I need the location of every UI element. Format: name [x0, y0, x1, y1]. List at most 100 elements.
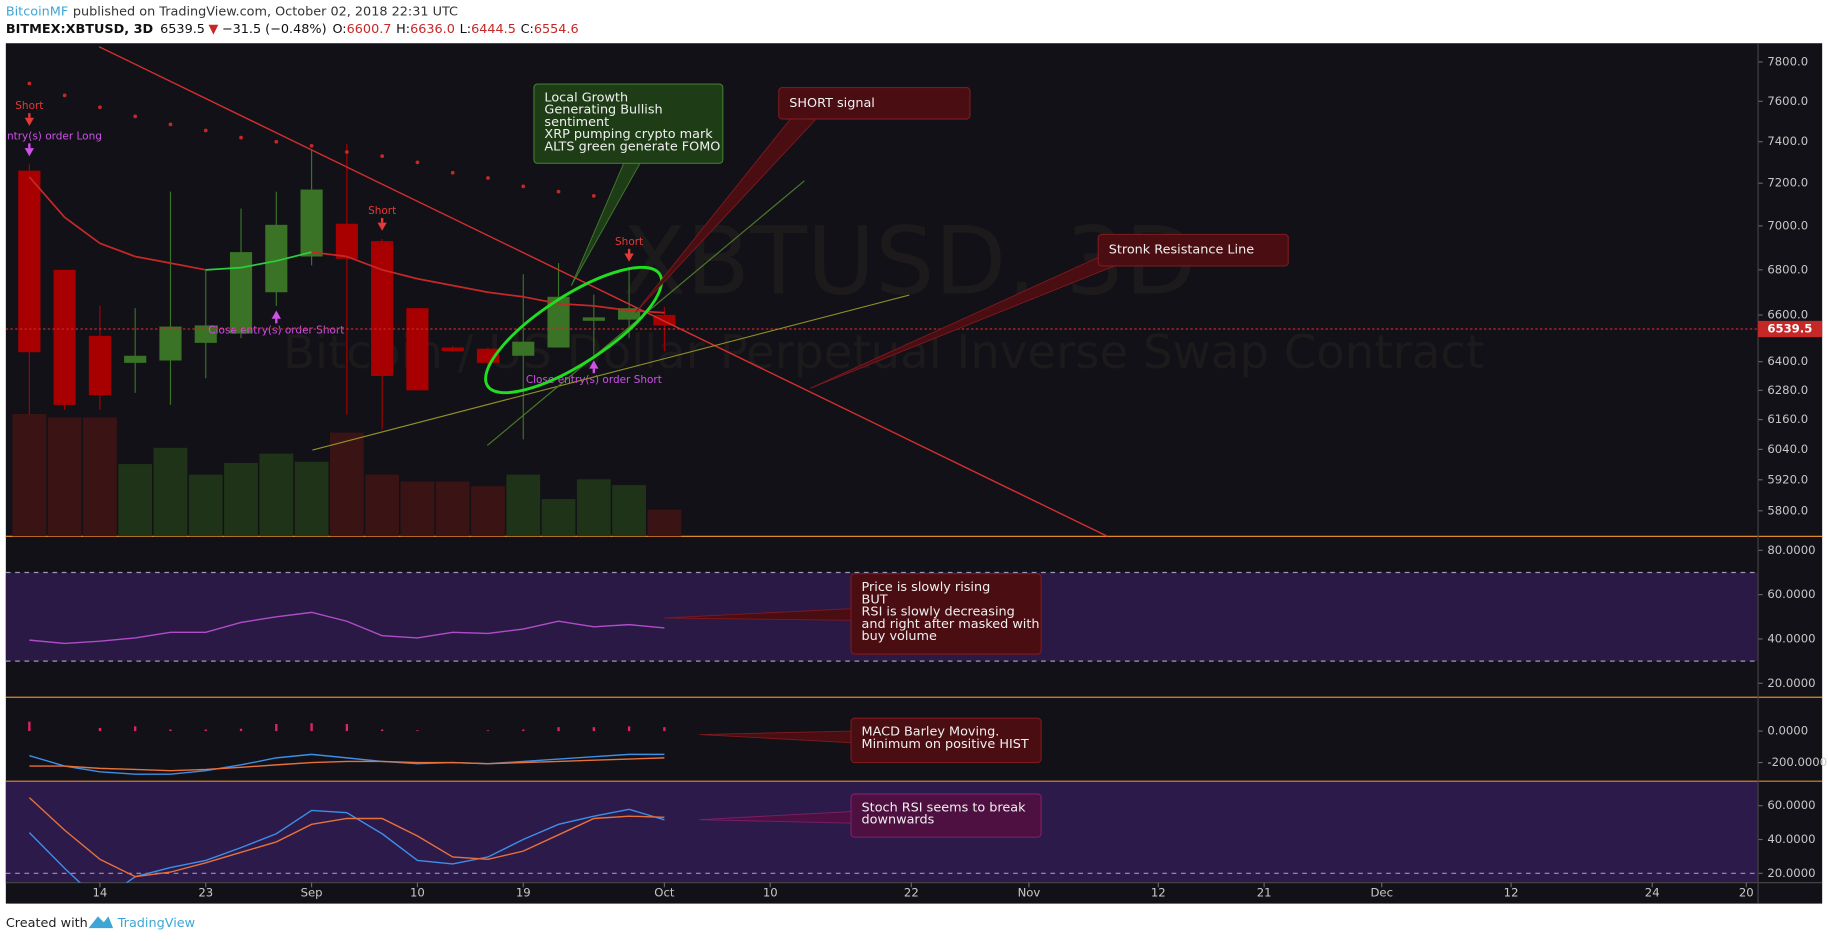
- volume-bar: [294, 461, 329, 537]
- moving-average-segment: [276, 251, 312, 262]
- y-tick-label: 40.0000: [1767, 832, 1815, 846]
- trend-line: [98, 46, 1108, 537]
- y-tick-label: 60.0000: [1767, 798, 1815, 812]
- candle-body: [618, 308, 641, 320]
- last-price-label: 6539.5: [1767, 322, 1812, 336]
- signal-arrow: [271, 310, 281, 319]
- indicator-pane: [28, 721, 666, 775]
- ohlc-value: 6636.0: [410, 22, 455, 37]
- candle-body: [335, 223, 358, 259]
- sar-dot: [415, 160, 420, 165]
- x-tick-label: 10: [410, 886, 425, 900]
- candle-body: [265, 224, 288, 293]
- y-tick-label: 7600.0: [1767, 94, 1808, 108]
- last-price-box: [1758, 320, 1823, 338]
- volume-bar: [541, 499, 576, 537]
- histogram-bar: [486, 730, 490, 732]
- x-tick-label: 22: [904, 886, 919, 900]
- y-tick-label: 7200.0: [1767, 176, 1808, 190]
- volume-bar: [506, 474, 541, 537]
- indicator-line: [28, 797, 665, 878]
- last-price: 6539.5: [160, 22, 205, 37]
- ohlc-label: H:: [396, 22, 410, 37]
- histogram-bar: [98, 727, 102, 732]
- volume-bar: [188, 474, 223, 537]
- histogram-bar: [169, 729, 172, 732]
- footer-brand[interactable]: TradingView: [117, 916, 195, 931]
- moving-average-segment: [170, 262, 206, 271]
- change-arrow: ▼: [208, 22, 218, 37]
- volume-bar: [400, 481, 435, 537]
- callout-text: MACD Barley Moving.: [862, 725, 1000, 740]
- candle-body: [229, 252, 253, 334]
- candle-body: [53, 269, 76, 405]
- y-tick-label: 40.0000: [1767, 631, 1815, 645]
- callout-box: [533, 83, 724, 164]
- volume-bar: [83, 417, 117, 537]
- ohlc-label: L:: [460, 22, 471, 37]
- signal-label: Close entry(s) order Short: [526, 374, 662, 386]
- callout-text: Stoch RSI seems to break: [862, 801, 1027, 816]
- header-line: BitcoinMF published on TradingView.com, O…: [6, 4, 458, 19]
- x-tick-label: 14: [93, 886, 108, 900]
- signal-label: ntry(s) order Long: [7, 130, 102, 142]
- callout-text: ALTS green generate FOMO: [544, 139, 720, 154]
- volume-bar: [647, 509, 682, 537]
- candle-body: [194, 325, 217, 343]
- callout-text: Stronk Resistance Line: [1109, 243, 1255, 258]
- x-tick-label: Sep: [301, 886, 323, 900]
- ohlc-label: C:: [521, 22, 534, 37]
- histogram-bar: [627, 726, 631, 732]
- watermark-description: Bitcoin / US Dollar Perpetual Inverse Sw…: [283, 325, 1484, 379]
- candle-body: [88, 335, 111, 396]
- candle-body: [18, 170, 41, 353]
- signal-arrow: [589, 360, 599, 369]
- y-tick-label: 5920.0: [1767, 472, 1808, 486]
- y-tick-label: 6600.0: [1767, 308, 1808, 322]
- callout-text: sentiment: [544, 115, 609, 130]
- callout-box: [778, 86, 971, 120]
- candle-body: [300, 189, 323, 257]
- sar-dot: [450, 170, 455, 175]
- y-tick-label: -200.0000: [1767, 755, 1827, 769]
- moving-average-segment: [205, 266, 242, 271]
- volume-bar: [12, 413, 47, 537]
- footer-created: Created with: [6, 916, 88, 931]
- author-link[interactable]: BitcoinMF: [6, 4, 68, 19]
- candle-body: [124, 355, 147, 363]
- y-tick-label: 7800.0: [1767, 54, 1808, 68]
- y-tick-label: 60.0000: [1767, 587, 1815, 601]
- moving-average-segment: [99, 242, 136, 258]
- x-tick-label: 10: [763, 886, 778, 900]
- sar-dot: [98, 105, 102, 110]
- candle-body: [547, 296, 570, 348]
- y-tick-label: 20.0000: [1767, 866, 1815, 880]
- histogram-bar: [380, 729, 384, 732]
- x-tick-label: 19: [516, 886, 531, 900]
- candle-body: [371, 241, 394, 376]
- callout-text: Price is slowly rising: [862, 580, 991, 595]
- histogram-bar: [592, 727, 595, 732]
- signal-arrow: [377, 222, 387, 231]
- moving-average-segment: [452, 284, 489, 294]
- volume-bar: [329, 432, 364, 537]
- moving-average-segment: [240, 260, 277, 269]
- x-tick-label: 23: [198, 886, 213, 900]
- moving-average-segment: [417, 277, 453, 287]
- x-tick-label: Nov: [1018, 886, 1041, 900]
- sar-dot: [486, 176, 490, 180]
- indicator-line: [29, 611, 665, 645]
- sar-dot: [133, 114, 138, 119]
- signal-arrow: [624, 253, 634, 262]
- indicator-pane: [29, 611, 665, 645]
- sar-dot: [591, 194, 596, 198]
- x-tick-label: 12: [1504, 886, 1519, 900]
- histogram-bar: [557, 727, 560, 732]
- x-tick-label: 21: [1257, 886, 1272, 900]
- volume-bar: [259, 453, 294, 537]
- callout-box: [850, 793, 1042, 838]
- volume-bar: [435, 481, 470, 537]
- callout-text: SHORT signal: [789, 96, 875, 111]
- sar-dot: [556, 189, 561, 194]
- sar-dot: [168, 122, 173, 127]
